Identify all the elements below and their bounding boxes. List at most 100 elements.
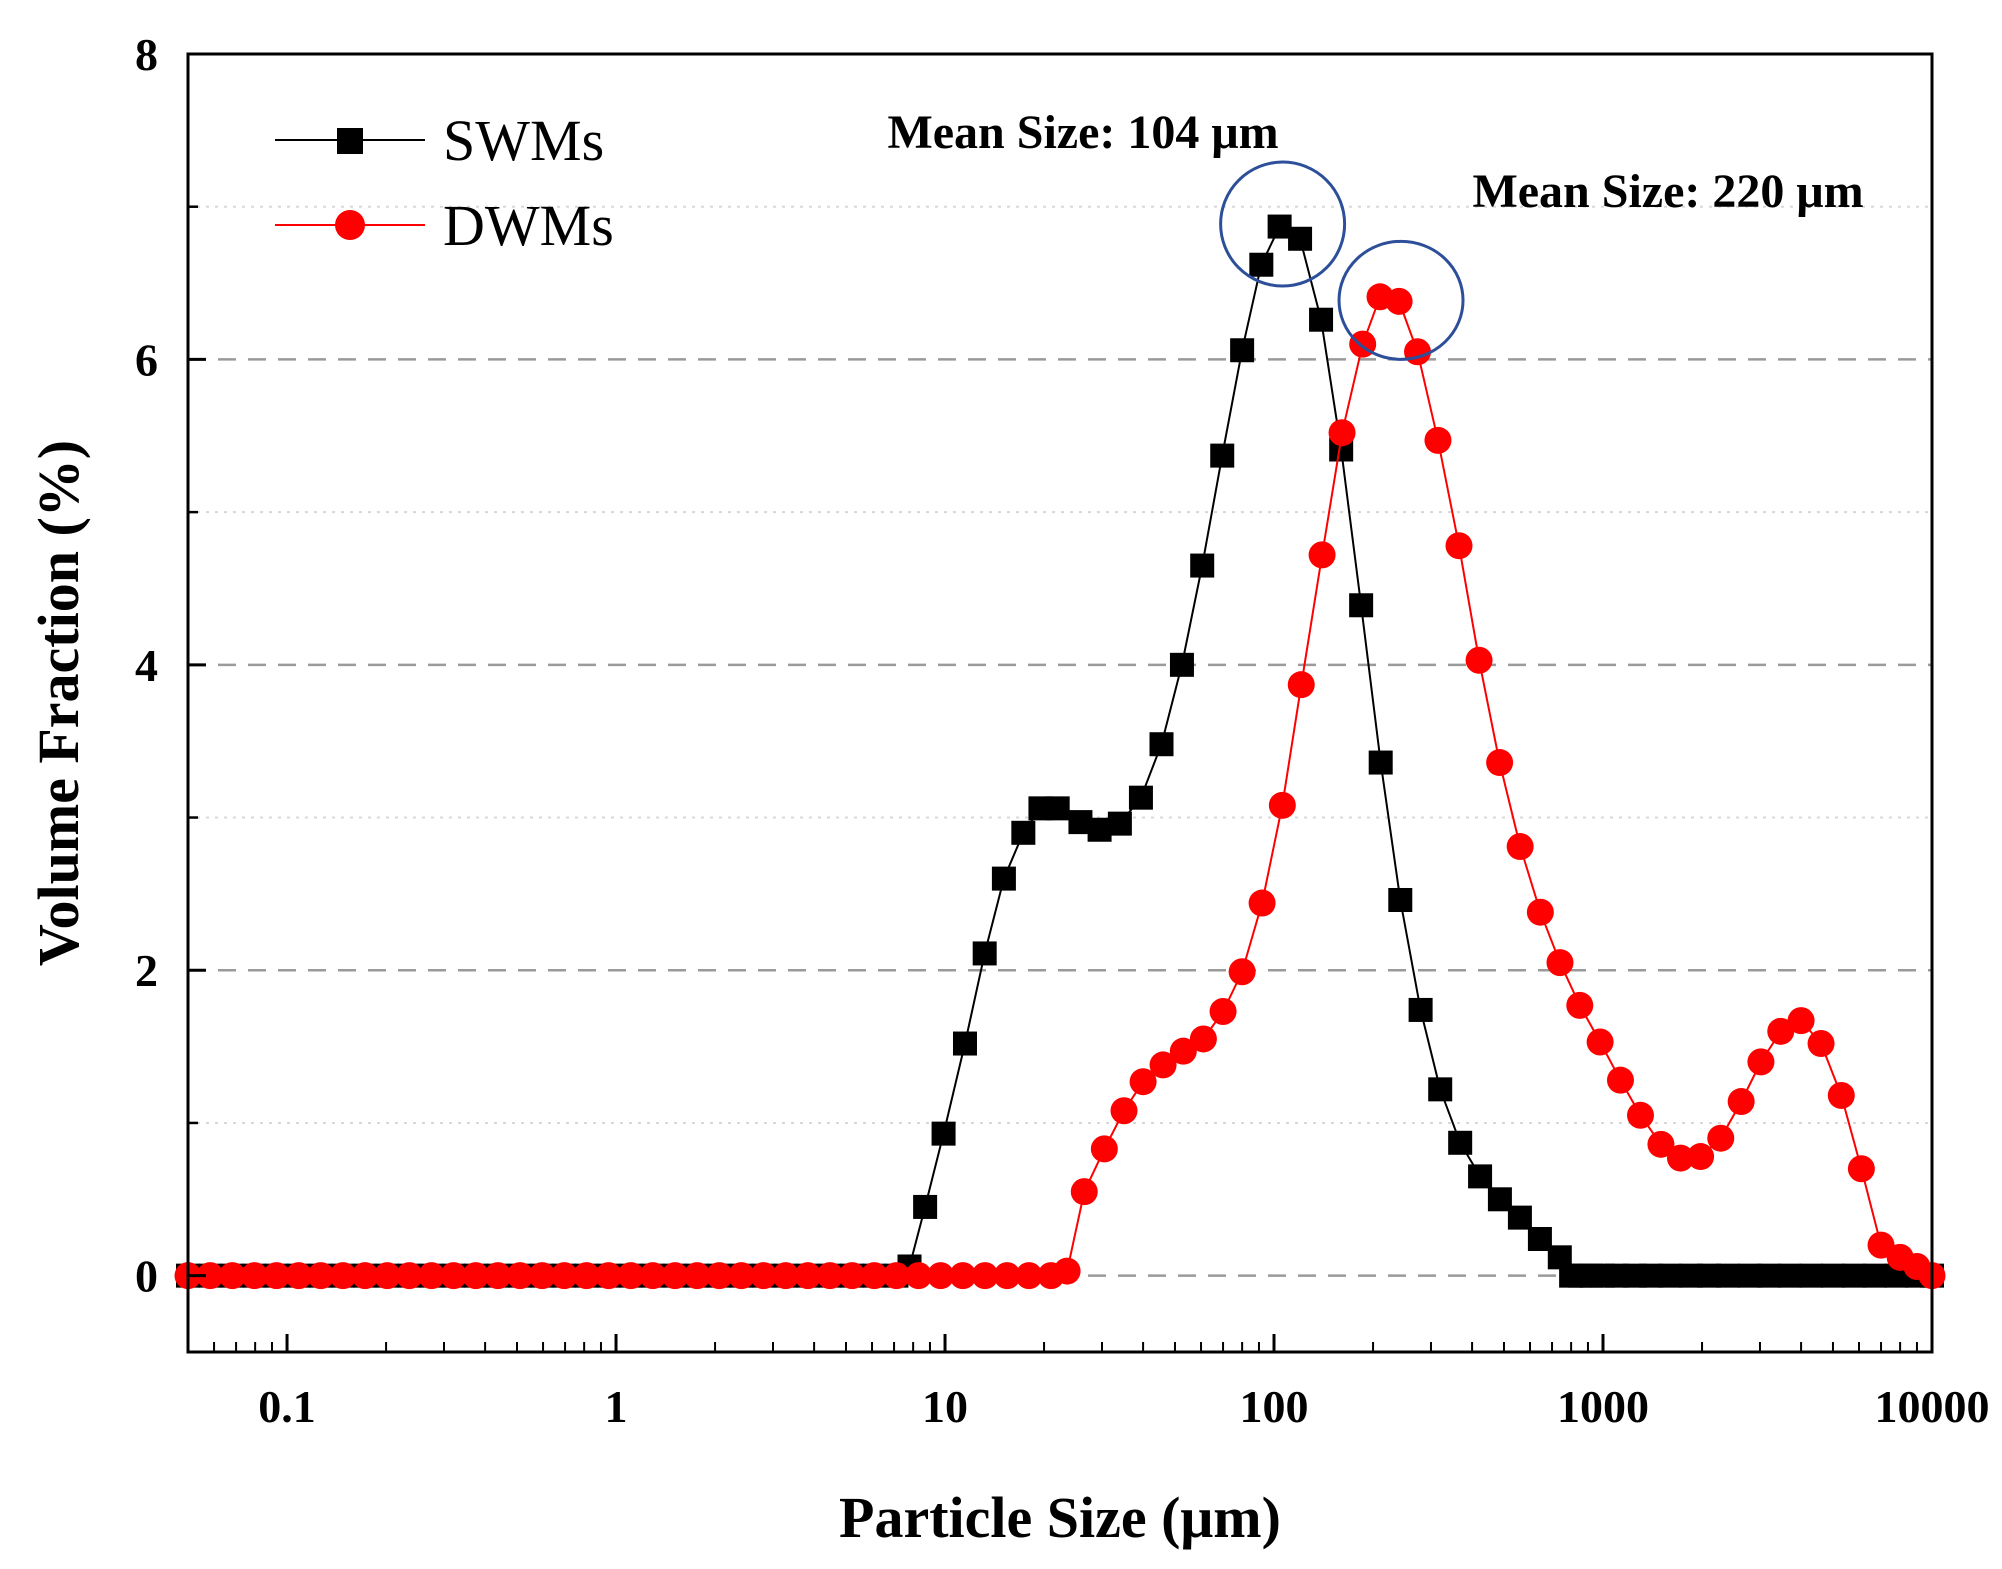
x-tick-label: 1000 [1557,1381,1649,1432]
data-point-dwms [1787,1007,1815,1035]
data-point-dwms [1149,1051,1177,1079]
data-point-dwms [1465,646,1493,674]
x-tick-label: 10000 [1875,1381,1990,1432]
data-point-dwms [1847,1155,1875,1183]
data-point-swms [1388,887,1413,912]
data-point-dwms [1647,1130,1675,1158]
data-point-dwms [1110,1097,1138,1125]
data-point-swms [1428,1077,1453,1102]
data-point-swms [1149,732,1174,757]
data-point-swms [1820,1263,1845,1288]
data-point-dwms [794,1262,822,1290]
data-point-dwms [1090,1135,1118,1163]
data-point-swms [972,941,997,966]
data-point-dwms [617,1262,645,1290]
annotation-mean-size-104: Mean Size: 104 μm [887,106,1278,159]
data-point-swms [1045,796,1070,821]
data-point-dwms [1747,1048,1775,1076]
data-point-dwms [1727,1088,1755,1116]
data-point-dwms [550,1262,578,1290]
y-tick-label: 2 [135,945,158,996]
data-point-swms [1448,1130,1473,1155]
data-point-swms [1799,1263,1824,1288]
data-point-dwms [218,1262,246,1290]
data-point-dwms [860,1262,888,1290]
data-point-dwms [683,1262,711,1290]
data-point-dwms [1526,898,1554,926]
data-point-dwms [1015,1262,1043,1290]
data-point-dwms [993,1262,1021,1290]
data-point-dwms [1385,287,1413,315]
x-tick-label: 100 [1240,1381,1309,1432]
data-point-dwms [639,1262,667,1290]
data-point-dwms [1666,1144,1694,1172]
data-point-dwms [1248,889,1276,917]
data-point-dwms [1209,997,1237,1025]
data-point-dwms [484,1262,512,1290]
data-point-swms [931,1121,956,1146]
data-point-dwms [816,1262,844,1290]
data-point-dwms [1070,1178,1098,1206]
data-point-dwms [1566,991,1594,1019]
data-point-dwms [440,1262,468,1290]
data-point-dwms [395,1262,423,1290]
data-point-dwms [1687,1143,1715,1171]
data-point-dwms [838,1262,866,1290]
peak-highlight-circle-swms [1219,160,1347,288]
data-point-swms [1107,811,1132,836]
legend-label-dwms: DWMs [443,193,614,258]
data-point-dwms [1404,338,1432,366]
data-point-swms [1190,553,1215,578]
data-point-dwms [462,1262,490,1290]
data-point-swms [1249,252,1274,277]
data-point-dwms [572,1262,600,1290]
legend: SWMs DWMs [275,108,614,258]
data-point-swms [1507,1205,1532,1230]
y-tick-label: 0 [135,1251,158,1302]
data-point-swms [1230,338,1255,363]
annotation-mean-size-220: Mean Size: 220 μm [1472,165,1863,218]
series-dwms [174,283,1946,1290]
data-point-dwms [263,1262,291,1290]
data-point-dwms [1606,1066,1634,1094]
data-point-dwms [727,1262,755,1290]
data-point-swms [1169,652,1194,677]
series-layer [174,214,1946,1290]
data-point-dwms [1129,1068,1157,1096]
data-point-dwms [329,1262,357,1290]
data-point-dwms [1626,1101,1654,1129]
data-point-swms [1267,214,1292,239]
data-point-dwms [1228,958,1256,986]
data-point-dwms [351,1262,379,1290]
data-point-swms [1011,820,1036,845]
data-point-dwms [1707,1124,1735,1152]
data-point-swms [991,866,1016,891]
data-point-dwms [373,1262,401,1290]
data-point-dwms [1169,1037,1197,1065]
data-point-dwms [772,1262,800,1290]
y-axis-title: Volume Fraction (%) [26,440,91,966]
data-point-dwms [1308,541,1336,569]
data-point-dwms [196,1262,224,1290]
data-point-dwms [1189,1025,1217,1053]
data-point-dwms [1053,1257,1081,1285]
data-point-dwms [1827,1081,1855,1109]
legend-marker-dwms [335,210,365,240]
data-point-swms [1658,1263,1683,1288]
data-point-dwms [1268,791,1296,819]
data-point-swms [1408,997,1433,1022]
data-point-dwms [971,1262,999,1290]
data-point-swms [1309,307,1334,332]
y-tick-label: 6 [135,334,158,385]
data-point-swms [1757,1263,1782,1288]
data-point-dwms [882,1262,910,1290]
data-point-dwms [1486,749,1514,777]
data-point-swms [1210,443,1235,468]
data-point-dwms [240,1262,268,1290]
data-point-dwms [1546,949,1574,977]
data-point-swms [952,1031,977,1056]
data-point-dwms [285,1262,313,1290]
data-point-swms [1349,593,1374,618]
data-point-dwms [595,1262,623,1290]
annotation-layer [1219,160,1465,361]
